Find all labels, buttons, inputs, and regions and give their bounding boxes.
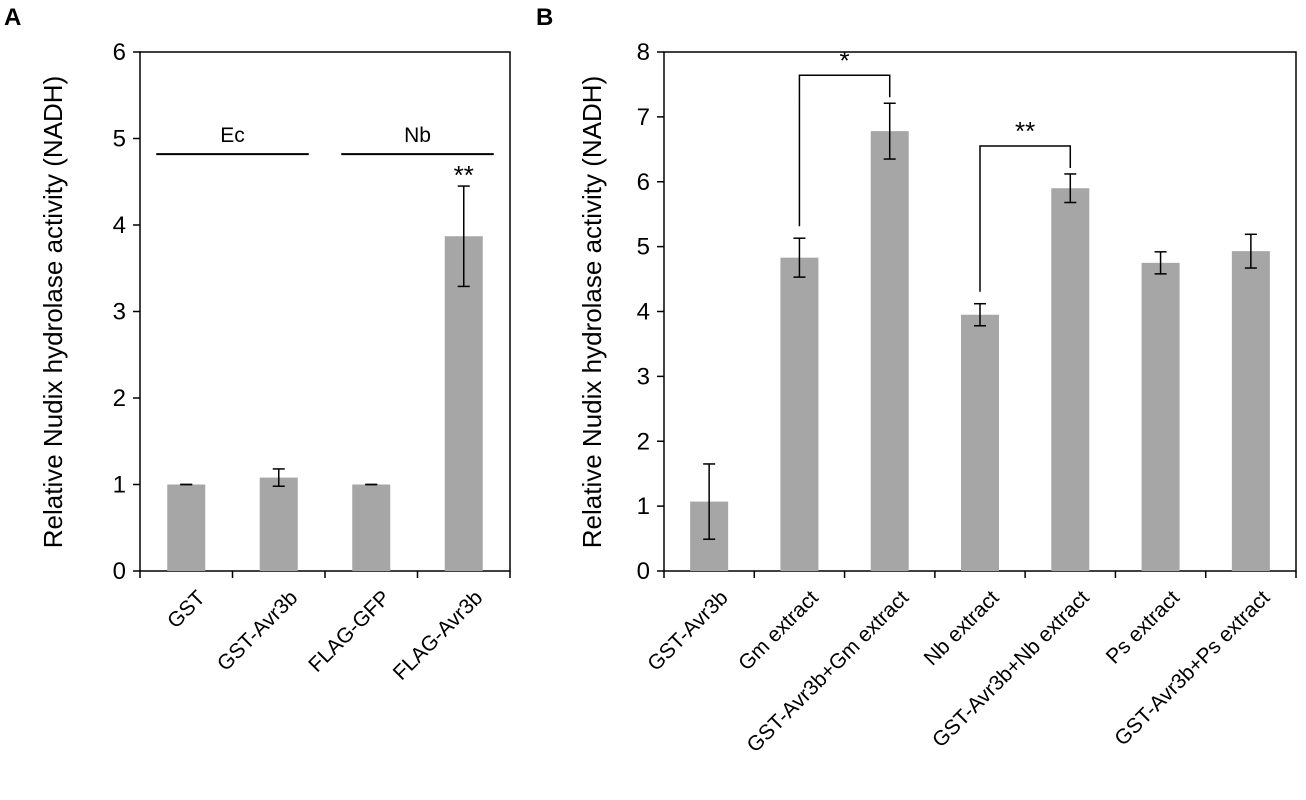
- panel-a-y-tick-label: 6: [113, 39, 126, 66]
- panel-b-category-label: GST-Avr3b: [643, 586, 732, 675]
- panel-b-significance-bracket: [798, 74, 891, 227]
- panel-b-chart: 0 1 2 3 4 5 6 7 8 GST-Avr3b Gm extractGST-Avr3b+Gm…: [637, 39, 1297, 757]
- panel-b-bar: [1051, 188, 1090, 572]
- panel-a-y-tick-label: 5: [113, 126, 126, 153]
- panel-a-letter: A: [4, 4, 21, 31]
- panel-a-category-label: FLAG-GFP: [304, 586, 395, 677]
- panel-b-y-tick-label: 1: [637, 493, 650, 520]
- panel-a-significance-mark: **: [454, 160, 474, 190]
- panel-b-category-label: GST-Avr3b+Nb extract: [928, 586, 1094, 752]
- panel-b-y-tick-label: 8: [637, 39, 650, 66]
- panel-b-significance-bracket: [979, 145, 1072, 292]
- panel-a-bar: [352, 484, 391, 571]
- panel-b-bar: [1141, 262, 1180, 571]
- panel-b-y-tick-label: 7: [637, 104, 650, 131]
- panel-b-category-label: GST-Avr3b+Ps extract: [1110, 586, 1274, 750]
- panel-b-category-label: GST-Avr3b+Gm extract: [743, 586, 914, 757]
- panel-a-y-tick-label: 0: [113, 558, 126, 585]
- panel-b-category-label: Ps extract: [1102, 586, 1184, 668]
- panel-a-category-label: GST: [163, 586, 210, 633]
- panel-a-y-tick-label: 1: [113, 472, 126, 499]
- panel-b-y-tick-label: 6: [637, 169, 650, 196]
- panel-b-y-tick-label: 4: [637, 299, 650, 326]
- panel-b-y-tick-label: 2: [637, 428, 650, 455]
- panel-b-y-tick-label: 0: [637, 558, 650, 585]
- panel-b-bar: [1231, 251, 1270, 571]
- panel-b-y-tick-label: 3: [637, 363, 650, 390]
- panel-a-group-label: Ec: [220, 124, 245, 147]
- panel-b-bar: [780, 257, 819, 571]
- panel-b-category-label: Nb extract: [920, 586, 1004, 670]
- panel-a-bar: [167, 484, 206, 571]
- panel-a-category-label: GST-Avr3b: [213, 586, 302, 675]
- panel-a-category-label: FLAG-Avr3b: [389, 586, 488, 685]
- panel-a-y-tick-label: 3: [113, 299, 126, 326]
- panel-b-category-label: Gm extract: [734, 586, 823, 675]
- panel-b-y-axis-label: Relative Nudix hydrolase activity (NADH): [577, 76, 607, 548]
- panel-b-letter: B: [536, 4, 553, 31]
- panel-b-significance-mark: *: [840, 45, 850, 75]
- panel-a-bar: [259, 477, 298, 571]
- panel-a-y-axis-label: Relative Nudix hydrolase activity (NADH): [38, 76, 68, 548]
- panel-a-group-label: Nb: [404, 124, 431, 147]
- panel-b-bar: [870, 131, 909, 571]
- panel-a-y-tick-label: 4: [113, 212, 126, 239]
- panel-a-y-tick-label: 2: [113, 385, 126, 412]
- panel-b-significance-mark: **: [1015, 116, 1035, 146]
- panel-b-y-tick-label: 5: [637, 234, 650, 261]
- panel-a-bar: [444, 236, 483, 571]
- panel-b-bar: [961, 314, 999, 571]
